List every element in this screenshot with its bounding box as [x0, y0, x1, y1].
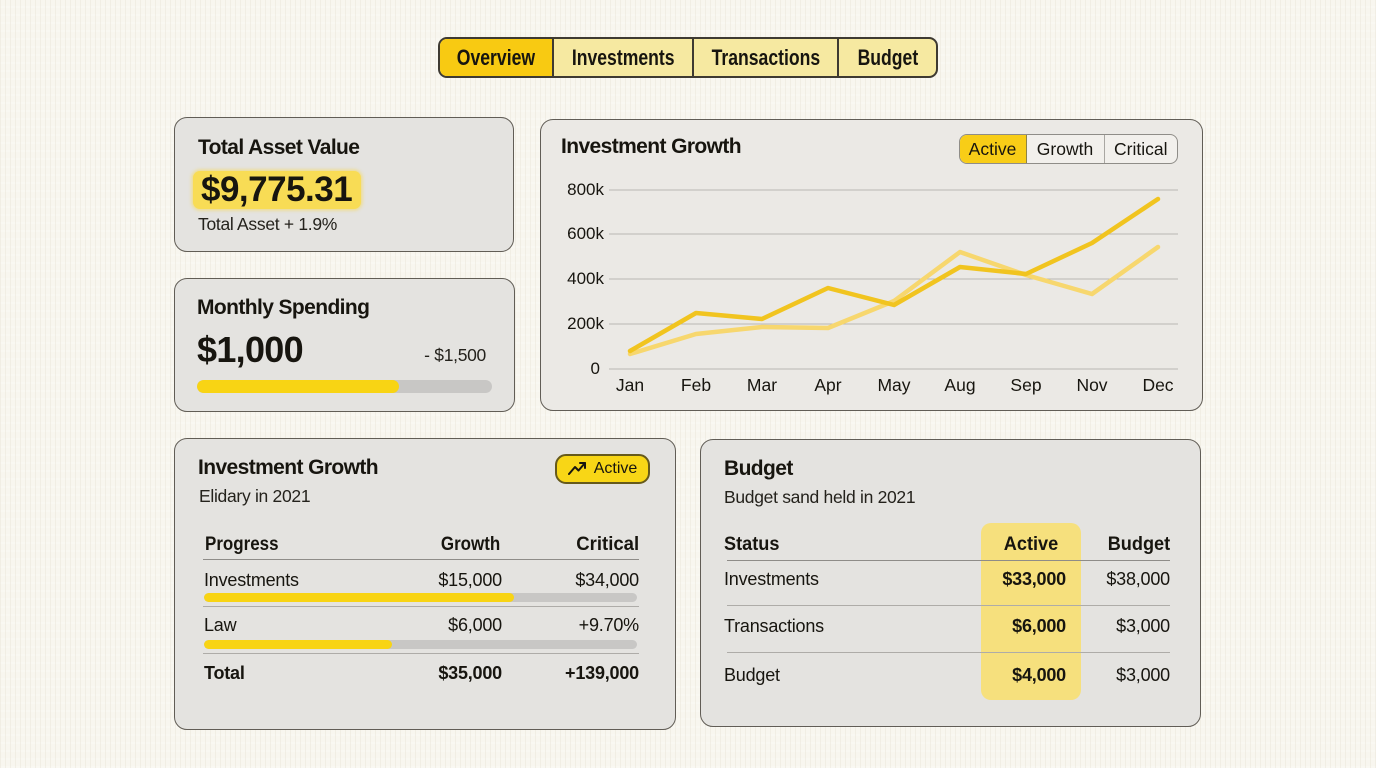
svg-text:May: May [877, 375, 910, 395]
svg-text:Feb: Feb [681, 375, 711, 395]
svg-text:Jan: Jan [616, 375, 644, 395]
svg-text:Nov: Nov [1076, 375, 1107, 395]
svg-text:Mar: Mar [747, 375, 777, 395]
svg-text:Apr: Apr [814, 375, 841, 395]
svg-text:200k: 200k [567, 314, 604, 333]
svg-text:800k: 800k [567, 180, 604, 199]
svg-text:Sep: Sep [1010, 375, 1041, 395]
svg-text:Dec: Dec [1142, 375, 1173, 395]
svg-text:600k: 600k [567, 224, 604, 243]
svg-text:400k: 400k [567, 269, 604, 288]
svg-text:Aug: Aug [944, 375, 975, 395]
svg-text:0: 0 [591, 359, 600, 378]
